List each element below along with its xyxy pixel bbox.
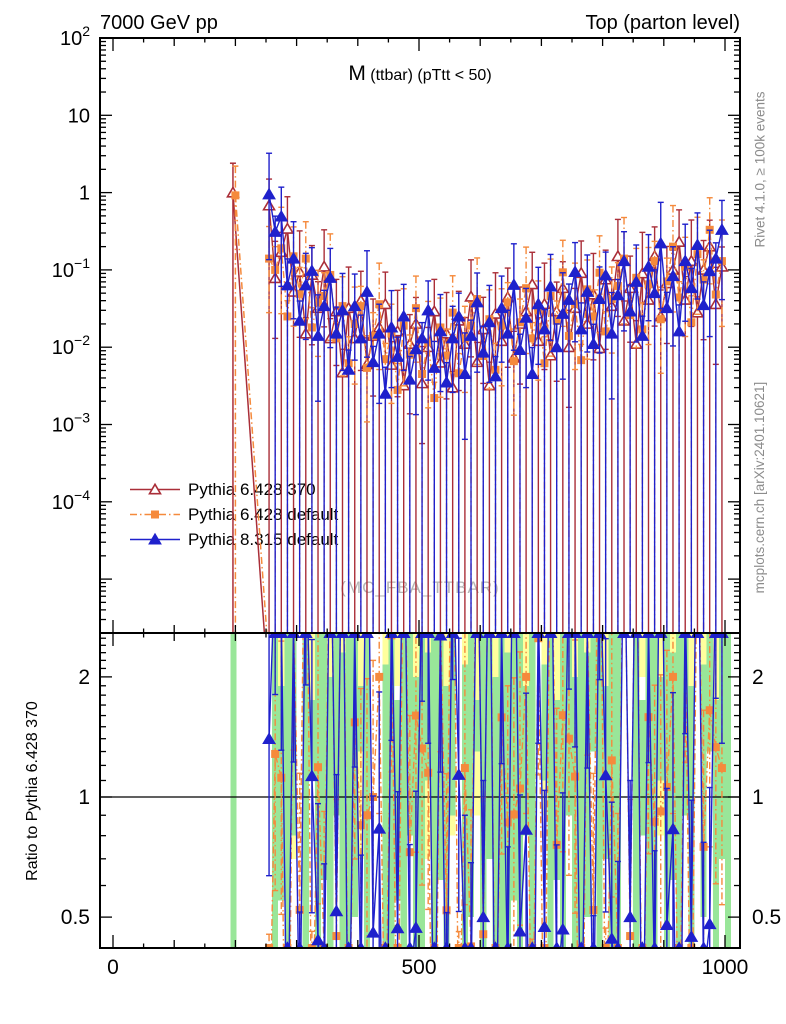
beam-energy-label: 7000 GeV pp: [100, 12, 218, 34]
plot-title: M (ttbar) (pTtt < 50): [100, 62, 740, 86]
legend-label-pythia6-default: Pythia 6.428 default: [188, 505, 339, 524]
legend-label-pythia6-370: Pythia 6.428 370: [188, 480, 316, 499]
ratio-axis-title: Ratio to Pythia 6.428 370: [24, 701, 41, 881]
watermark-analysis-id: (MC_FBA_TTBAR): [340, 578, 500, 597]
plot-title-observable: M: [348, 62, 366, 85]
analysis-group-label: Top (parton level): [585, 12, 740, 34]
legend-label-pythia8-default: Pythia 8.315 default: [188, 530, 339, 549]
mcplots-arxiv-note: mcplots.cern.ch [arXiv:2401.10621]: [752, 381, 767, 594]
plot-title-cut: (ttbar) (pTtt < 50): [370, 67, 492, 84]
rivet-version-note: Rivet 4.1.0, ≥ 100k events: [752, 91, 768, 248]
